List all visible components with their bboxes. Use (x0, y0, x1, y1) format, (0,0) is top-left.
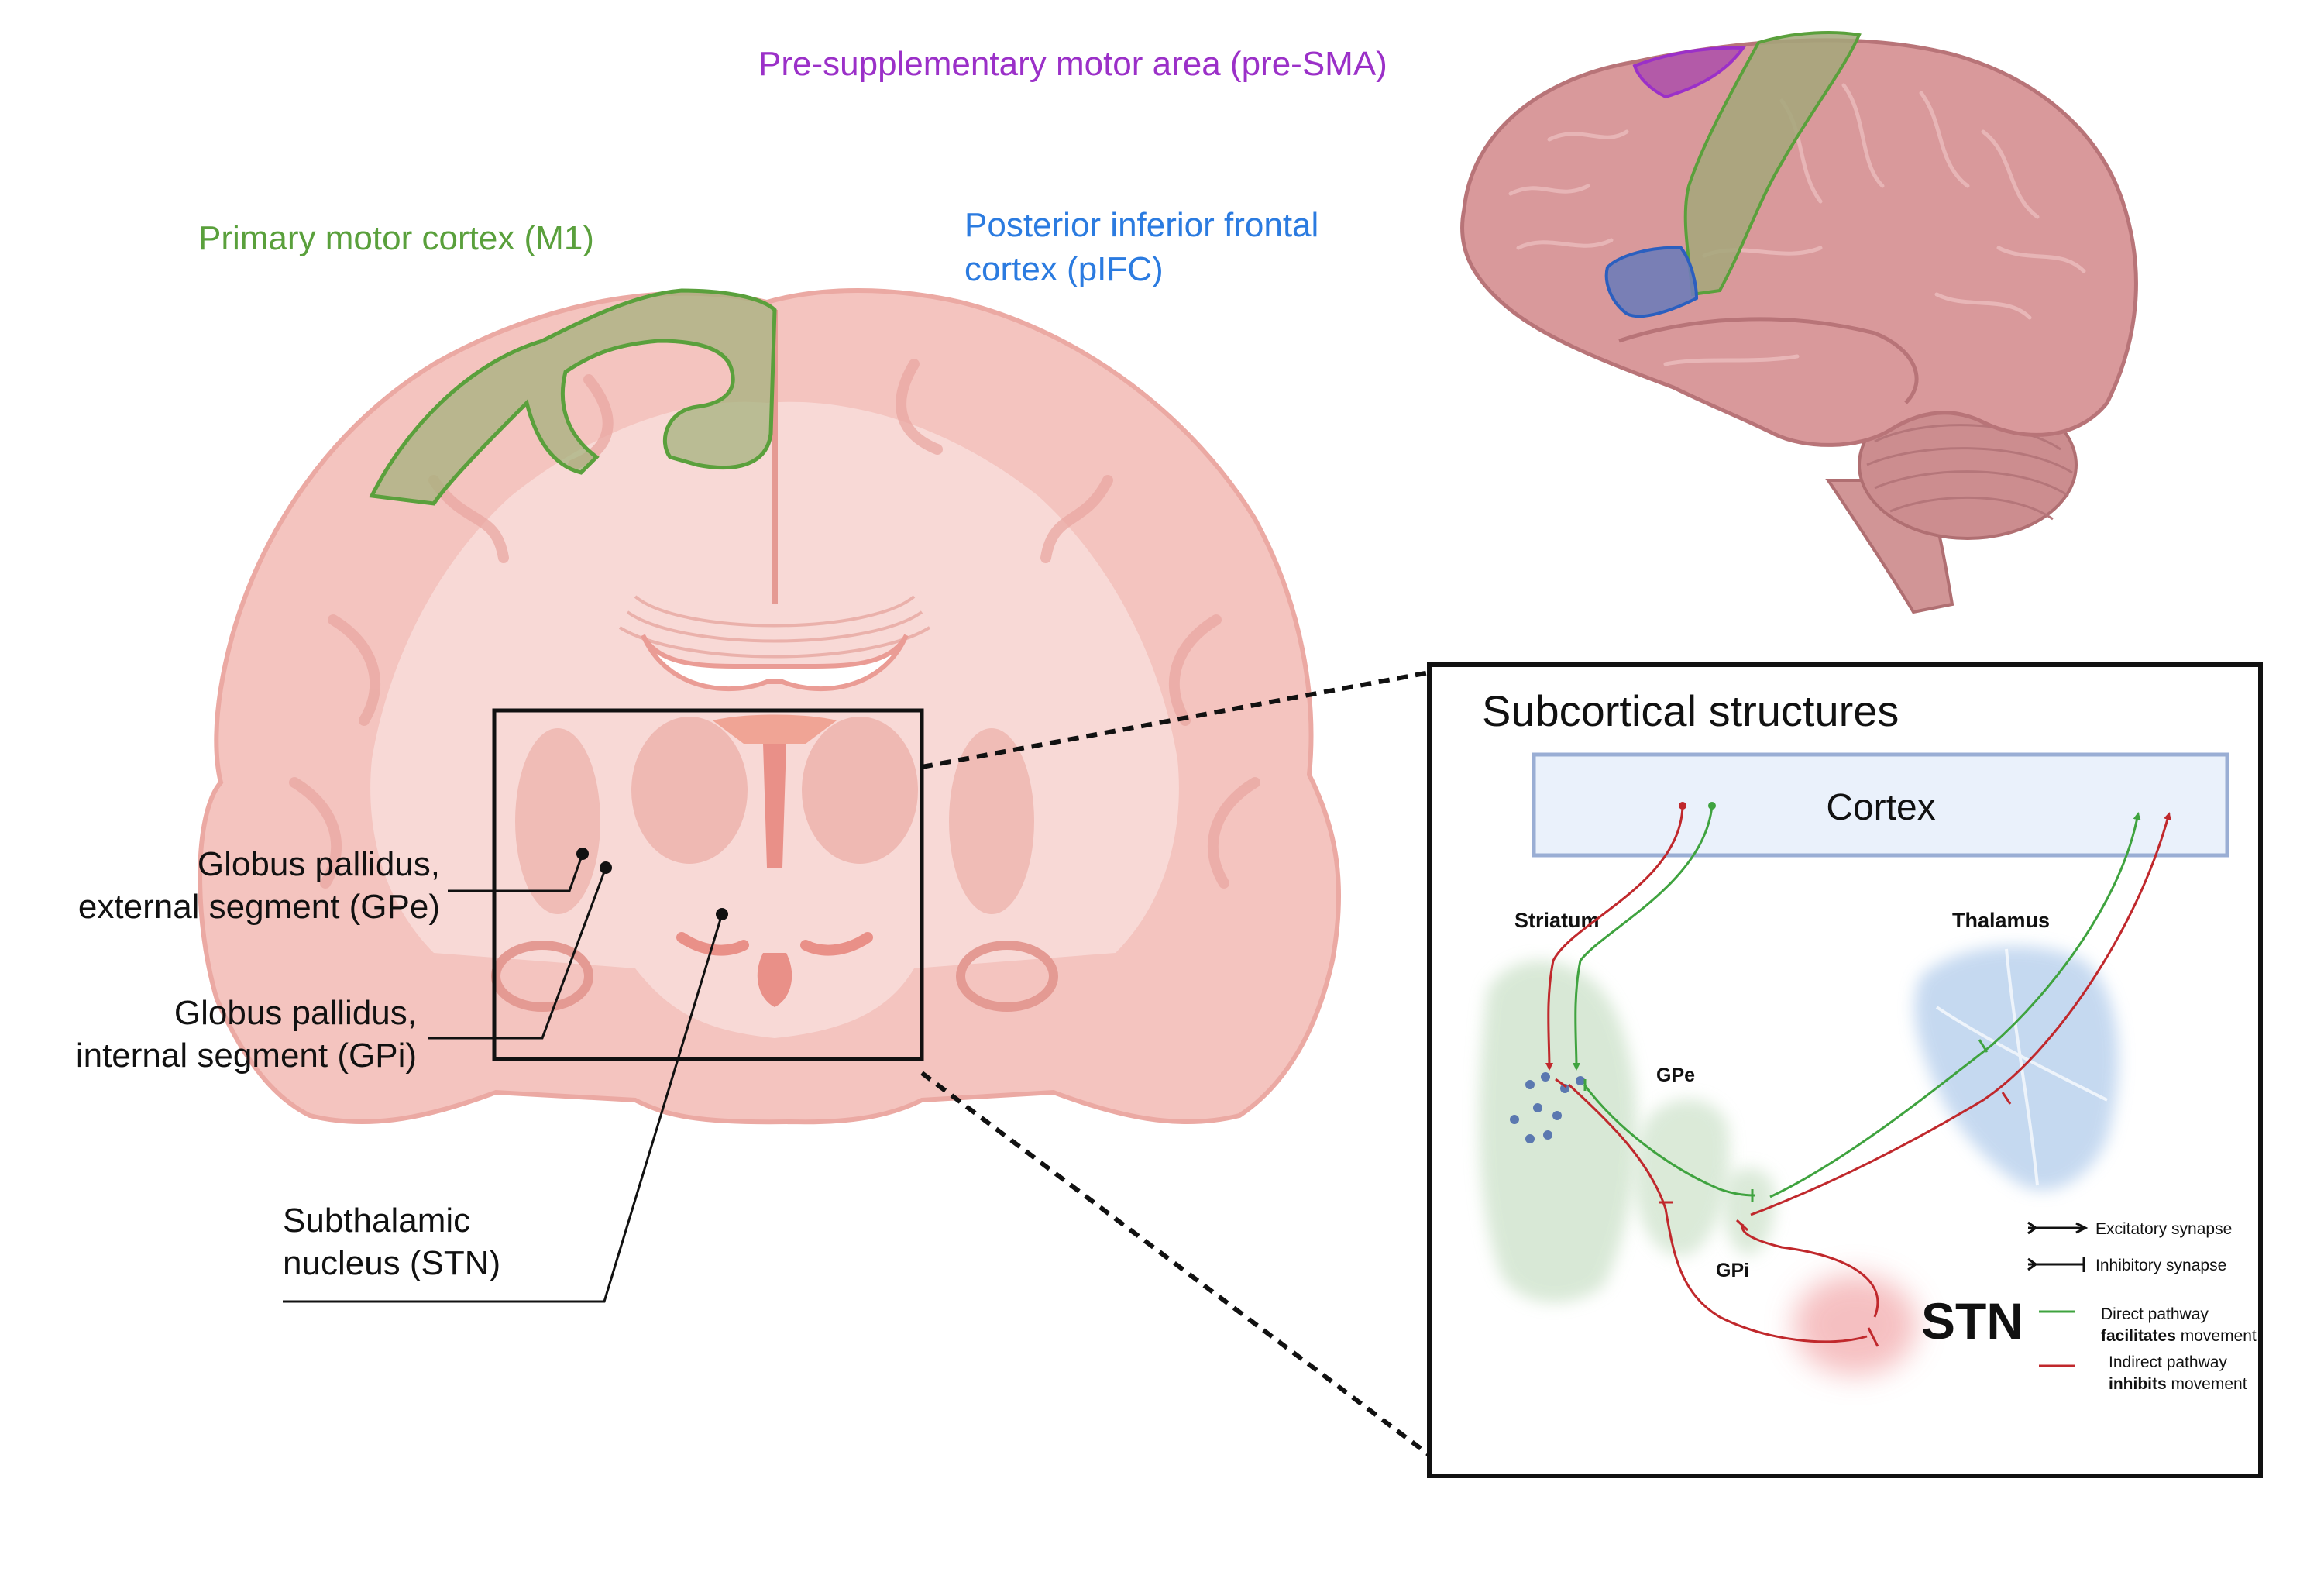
gpe-label-line2: external segment (GPe) (78, 888, 440, 926)
legend-inhibitory: Inhibitory synapse (2095, 1257, 2226, 1274)
stn-inset-label: STN (1921, 1292, 2023, 1350)
pre-sma-region (1632, 46, 1746, 99)
legend-direct-line2: facilitates movement (2101, 1327, 2257, 1345)
stn-shape (1793, 1274, 1917, 1375)
legend-excitatory: Excitatory synapse (2095, 1220, 2232, 1238)
gpi-inset-label: GPi (1716, 1260, 1749, 1281)
inset-title: Subcortical structures (1482, 686, 1899, 735)
legend-indirect-line2: inhibits movement (2109, 1375, 2247, 1393)
cortex-label: Cortex (1826, 787, 1935, 828)
legend-direct-bold: facilitates (2101, 1327, 2176, 1345)
m1-lateral-region (1683, 31, 1862, 297)
gpi-label-line2: internal segment (GPi) (76, 1037, 417, 1075)
gpi-pointer (600, 861, 612, 874)
stn-label-line1: Subthalamic (283, 1202, 470, 1240)
legend-direct-rest: movement (2176, 1327, 2257, 1345)
thalamus-label: Thalamus (1952, 909, 2050, 932)
legend: Excitatory synapse Inhibitory synapse Di… (2027, 1220, 2257, 1393)
synapse-terminals (1555, 802, 2012, 1347)
zoom-box (492, 708, 924, 1061)
pifc-label-line1: Posterior inferior frontal (964, 206, 1318, 244)
legend-indirect-bold: inhibits (2109, 1375, 2167, 1393)
lateral-ventricles (641, 634, 909, 692)
m1-label: Primary motor cortex (M1) (198, 219, 594, 257)
stn-label-line2: nucleus (STN) (283, 1244, 500, 1282)
stn-pointer (716, 908, 728, 920)
gpe-inset-label: GPe (1656, 1064, 1695, 1086)
striatum-shape (1479, 961, 1637, 1303)
striatum-neurons (1510, 1072, 1585, 1143)
gpe-pointer (576, 848, 589, 860)
leader-lines (283, 853, 724, 1303)
gpi-shape (1723, 1167, 1776, 1255)
cerebrum (1460, 38, 2138, 447)
indirect-pathway (1545, 805, 2171, 1343)
legend-direct-line1: Direct pathway (2101, 1305, 2209, 1323)
inhibitory-symbol (2027, 1257, 2085, 1272)
legend-indirect-rest: movement (2167, 1375, 2247, 1393)
pre-sma-label: Pre-supplementary motor area (pre-SMA) (758, 45, 1387, 83)
gpe-shape (1635, 1099, 1730, 1257)
pifc-region (1604, 246, 1699, 318)
legend-indirect-line1: Indirect pathway (2109, 1353, 2227, 1371)
gpe-label-line1: Globus pallidus, (198, 845, 440, 883)
cortex-box (1532, 752, 2229, 858)
gpi-label-line1: Globus pallidus, (174, 994, 417, 1032)
direct-pathway (1572, 805, 2141, 1198)
lateral-brain (1460, 31, 2138, 614)
excitatory-symbol (2027, 1221, 2089, 1235)
pifc-label-line2: cortex (pIFC) (964, 250, 1164, 288)
m1-region (369, 288, 777, 506)
striatum-label: Striatum (1514, 909, 1600, 932)
thalamus-shape (1914, 946, 2119, 1191)
